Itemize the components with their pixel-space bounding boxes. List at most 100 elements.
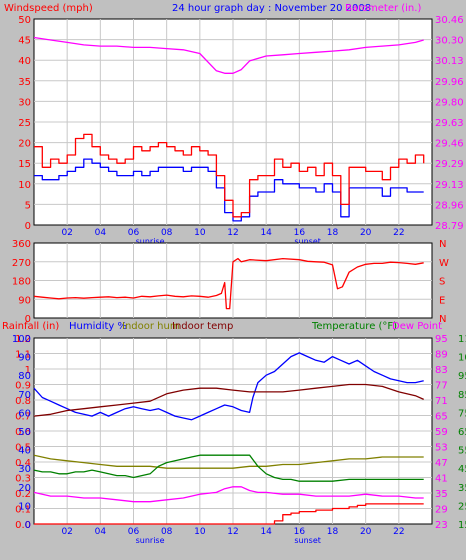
- wind-sunset-label: sunset: [294, 237, 321, 246]
- rainfall-tick-label: 0.9: [15, 381, 31, 392]
- indoor-temp-tick-label: 75: [458, 408, 466, 419]
- humidity-tick-label: 70: [18, 390, 31, 401]
- wind-x-tick-label: 16: [294, 228, 306, 238]
- indoor-temp-tick-label: 85: [458, 390, 466, 401]
- barometer-tick-label: 29.46: [435, 139, 464, 150]
- indoor_temp-line: [33, 383, 424, 417]
- windspeed-tick-label: 0: [25, 221, 31, 232]
- outdoor-temp-tick-label: 59: [435, 427, 448, 438]
- humidity-x-tick-label: 16: [294, 527, 306, 537]
- humidity-temperature-chart: 0.0 0.1 0.2 0.3 0.4 0.5 0.6 0.7 0.8 0.9 1 1.1 1.2 0 10…: [12, 334, 466, 545]
- outdoor-temp-tick-label: 29: [435, 505, 448, 516]
- indoor-temp-tick-label: 105: [458, 353, 466, 364]
- wind-x-tick-label: 20: [360, 228, 372, 238]
- wind-x-tick-label: 14: [260, 228, 272, 238]
- barometer-tick-label: 30.13: [435, 56, 464, 67]
- rainfall-axis-title: Rainfall (in): [2, 321, 59, 332]
- humidity-x-tick-label: 06: [128, 527, 140, 537]
- rainfall-tick-label: 1: [25, 365, 31, 376]
- outdoor-temp-tick-label: 77: [435, 381, 448, 392]
- rainfall-tick-label: 1.2: [15, 334, 31, 345]
- wind-gust-line: [34, 133, 425, 218]
- dewpoint-line: [33, 486, 424, 503]
- indoor-temp-tick-label: 35: [458, 483, 466, 494]
- rainfall-tick-label: 0.6: [15, 427, 31, 438]
- direction-compass-tick-label: N: [439, 314, 446, 325]
- barometer-axis-title: Barometer (in.): [345, 3, 421, 14]
- windspeed-tick-label: 35: [18, 77, 31, 88]
- barometer-tick-label: 28.96: [435, 200, 464, 211]
- humidity-x-tick-label: 22: [393, 527, 404, 537]
- indoor-temp-legend: Indoor temp: [172, 321, 233, 332]
- outdoor-temp-tick-label: 65: [435, 412, 448, 423]
- wind-x-tick-label: 06: [128, 228, 140, 238]
- barometer-line: [33, 36, 424, 74]
- windspeed-axis-title: Windspeed (mph): [4, 3, 93, 14]
- rainfall-tick-label: 1.1: [15, 350, 31, 361]
- windspeed-tick-label: 30: [18, 97, 31, 108]
- wind-barometer-chart: 0 5 10 15 20 25 30 35 40 45 50 28.79 28.96 29.13 29.29…: [18, 15, 463, 246]
- windspeed-tick-label: 15: [18, 159, 31, 170]
- rainfall-tick-label: 0.7: [15, 412, 31, 423]
- barometer-tick-label: 30.30: [435, 36, 464, 47]
- barometer-tick-label: 29.63: [435, 118, 464, 129]
- rainfall-tick-label: 0.8: [15, 396, 31, 407]
- wind-x-tick-label: 02: [61, 228, 72, 238]
- barometer-tick-label: 28.79: [435, 221, 464, 232]
- rainfall-tick-label: 0.2: [15, 489, 31, 500]
- rainfall-tick-label: 0.0: [15, 520, 31, 531]
- humidity-x-tick-label: 04: [95, 527, 107, 537]
- indoor-hum-legend: Indoor hum: [122, 321, 180, 332]
- humidity-tick-label: 90: [18, 353, 31, 364]
- wind-x-tick-label: 04: [95, 228, 107, 238]
- indoor-temp-tick-label: 15: [458, 520, 466, 531]
- rainfall-tick-label: 0.1: [15, 505, 31, 516]
- page-title: 24 hour graph day : November 20 2008: [172, 3, 371, 14]
- indoor-temp-tick-label: 65: [458, 427, 466, 438]
- barometer-tick-label: 29.13: [435, 180, 464, 191]
- windspeed-tick-label: 25: [18, 118, 31, 129]
- dewpoint-axis-title: Dew Point: [392, 321, 442, 332]
- humidity-x-tick-label: 14: [260, 527, 272, 537]
- direction-degrees-tick-label: 0: [25, 314, 31, 325]
- direction-degrees-tick-label: 270: [12, 258, 31, 269]
- direction-compass-tick-label: N: [439, 239, 446, 250]
- direction-degrees-tick-label: 360: [12, 239, 31, 250]
- rainfall-tick-label: 0.4: [15, 458, 31, 469]
- wind-x-tick-label: 22: [393, 228, 404, 238]
- humidity-x-tick-label: 12: [227, 527, 238, 537]
- wind-x-tick-label: 08: [161, 228, 173, 238]
- indoor-temp-tick-label: 115: [458, 334, 466, 345]
- barometer-tick-label: 29.80: [435, 97, 464, 108]
- humidity-tick-label: 60: [18, 408, 31, 419]
- direction-degrees-tick-label: 90: [18, 295, 31, 306]
- rainfall-line: [34, 503, 424, 525]
- humidity-x-tick-label: 02: [61, 527, 72, 537]
- indoor-temp-tick-label: 45: [458, 464, 466, 475]
- top-header-labels: Windspeed (mph) 24 hour graph day : Nove…: [4, 3, 421, 14]
- humidity-tick-label: 20: [18, 483, 31, 494]
- humidity-header-labels: Rainfall (in) Humidity % Indoor hum Indo…: [2, 321, 442, 332]
- barometer-tick-label: 30.46: [435, 15, 464, 26]
- humidity-sunset-label: sunset: [294, 536, 321, 545]
- humidity-x-tick-label: 20: [360, 527, 372, 537]
- windspeed-tick-label: 50: [18, 15, 31, 26]
- windspeed-tick-label: 10: [18, 180, 31, 191]
- temperature-line: [33, 454, 424, 482]
- outdoor-temp-tick-label: 95: [435, 334, 448, 345]
- outdoor-temp-tick-label: 71: [435, 396, 448, 407]
- outdoor-temp-tick-label: 89: [435, 350, 448, 361]
- direction-compass-tick-label: S: [439, 277, 445, 288]
- windspeed-tick-label: 5: [25, 200, 31, 211]
- outdoor-temp-tick-label: 41: [435, 474, 448, 485]
- wind-x-tick-label: 12: [227, 228, 238, 238]
- windspeed-tick-label: 40: [18, 56, 31, 67]
- wind-sunrise-label: sunrise: [136, 237, 165, 246]
- humidity-legend: Humidity %: [69, 321, 127, 332]
- wind-direction-line: [33, 257, 424, 310]
- indoor-temp-tick-label: 25: [458, 501, 466, 512]
- humidity-tick-label: 80: [18, 371, 31, 382]
- humidity-tick-label: 40: [18, 446, 31, 457]
